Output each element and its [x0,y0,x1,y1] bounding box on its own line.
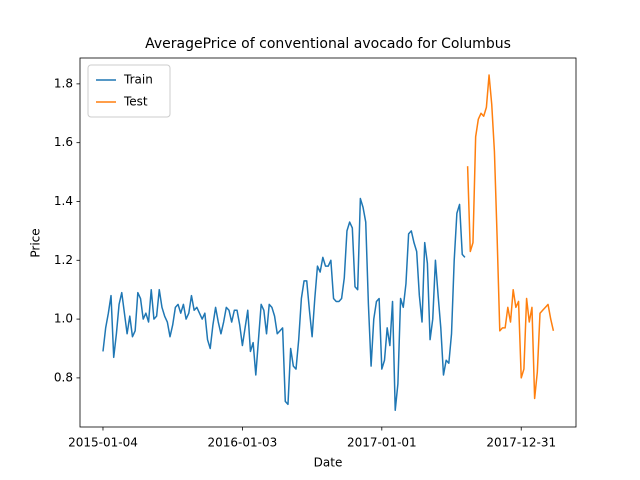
x-tick-label: 2016-01-03 [208,436,278,450]
legend-label: Test [123,95,148,109]
x-tick-label: 2015-01-04 [68,436,138,450]
y-axis-label: Price [29,228,43,257]
y-tick-label: 0.8 [54,370,73,384]
y-tick-label: 1.2 [54,253,73,267]
x-axis-label: Date [314,456,343,470]
line-series [466,74,555,400]
y-tick-label: 1.6 [54,135,73,149]
chart-title: AveragePrice of conventional avocado for… [145,36,511,52]
legend-box [87,64,171,118]
y-tick-label: 1.0 [54,312,73,326]
legend-label: Train [123,73,153,87]
x-tick-label: 2017-01-01 [347,436,417,450]
line-series [102,197,466,411]
plot-frame [79,57,577,428]
y-tick-label: 1.4 [54,194,73,208]
y-tick-label: 1.8 [54,76,73,90]
x-tick-label: 2017-12-31 [486,436,556,450]
